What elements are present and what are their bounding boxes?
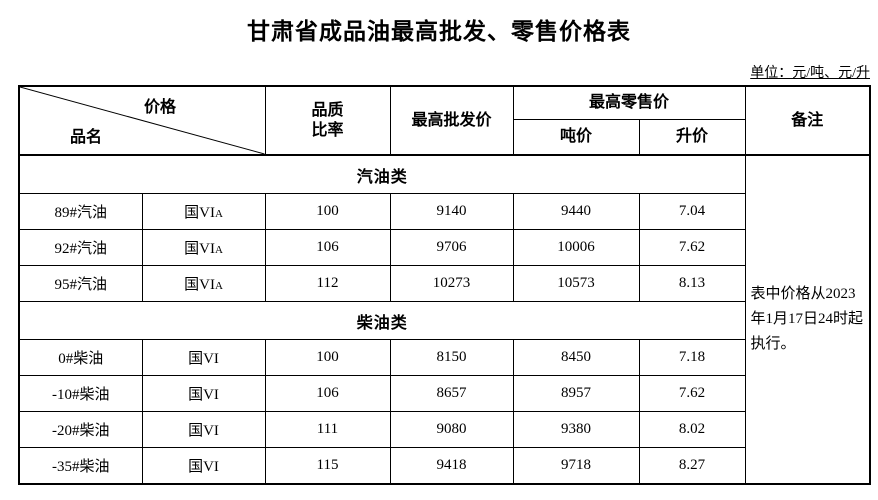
cell-product: 0#柴油: [18, 339, 143, 376]
table-row: -20#柴油 国VI 111 9080 9380 8.02: [18, 411, 870, 448]
cell-product: 92#汽油: [18, 229, 143, 266]
cell-wholesale: 10273: [389, 265, 514, 302]
cell-wholesale: 9140: [389, 193, 514, 230]
header-max-wholesale: 最高批发价: [389, 85, 514, 156]
cell-standard: 国VIA: [141, 193, 266, 230]
standard-suffix: A: [214, 208, 223, 220]
table-row: 89#汽油 国VIA 100 9140 9440 7.04: [18, 193, 870, 230]
page-title: 甘肃省成品油最高批发、零售价格表: [247, 19, 631, 44]
cell-wholesale: 9080: [389, 411, 514, 448]
header-liter-price: 升价: [638, 119, 746, 156]
cell-liter-price: 7.62: [638, 229, 746, 266]
cell-standard: 国VI: [141, 411, 266, 448]
cell-wholesale: 8657: [389, 375, 514, 412]
cell-product: -35#柴油: [18, 447, 143, 485]
cell-ton-price: 9440: [512, 193, 640, 230]
standard-base: 国VI: [184, 205, 215, 221]
cell-liter-price: 8.02: [638, 411, 746, 448]
corner-cell: 价格 品名: [18, 85, 266, 156]
table-row: 92#汽油 国VIA 106 9706 10006 7.62: [18, 229, 870, 266]
cell-ratio: 106: [264, 229, 391, 266]
standard-base: 国VI: [188, 387, 219, 403]
cell-wholesale: 9418: [389, 447, 514, 485]
table-row: -35#柴油 国VI 115 9418 9718 8.27: [18, 447, 870, 485]
cell-ton-price: 8450: [512, 339, 640, 376]
header-quality-ratio: 品质 比率: [264, 85, 391, 156]
cell-standard: 国VIA: [141, 265, 266, 302]
unit-note: 单位：元/吨、元/升: [750, 66, 870, 81]
cell-wholesale: 8150: [389, 339, 514, 376]
table-row: -10#柴油 国VI 106 8657 8957 7.62: [18, 375, 870, 412]
cell-ton-price: 10006: [512, 229, 640, 266]
standard-suffix: A: [214, 244, 223, 256]
section-label: 汽油类: [18, 154, 746, 194]
cell-ton-price: 9718: [512, 447, 640, 485]
cell-ton-price: 10573: [512, 265, 640, 302]
standard-base: 国VI: [188, 351, 219, 367]
corner-label-price: 价格: [144, 99, 177, 116]
cell-wholesale: 9706: [389, 229, 514, 266]
cell-ratio: 106: [264, 375, 391, 412]
corner-label-product: 品名: [70, 129, 103, 146]
header-row-top: 价格 品名 品质 比率 最高批发价 最高零售价 备注: [18, 85, 871, 156]
cell-ratio: 100: [264, 193, 391, 230]
table-row: 0#柴油 国VI 100 8150 8450 7.18: [18, 339, 870, 376]
standard-base: 国VI: [188, 423, 219, 439]
cell-standard: 国VI: [141, 447, 266, 485]
cell-ratio: 112: [264, 265, 391, 302]
cell-ratio: 100: [264, 339, 391, 376]
cell-ratio: 111: [264, 411, 391, 448]
header-remark: 备注: [744, 85, 871, 156]
cell-product: -20#柴油: [18, 411, 143, 448]
section-header-diesel: 柴油类: [18, 301, 870, 340]
section-label: 柴油类: [18, 301, 746, 340]
remark-cell: 表中价格从2023年1月17日24时起执行。: [744, 154, 871, 485]
remark-text: 表中价格从2023年1月17日24时起执行。: [750, 286, 864, 352]
cell-liter-price: 7.62: [638, 375, 746, 412]
header-row-sub: 吨价 升价: [19, 119, 870, 156]
standard-base: 国VI: [184, 277, 215, 293]
cell-liter-price: 8.27: [638, 447, 746, 485]
cell-ton-price: 9380: [512, 411, 640, 448]
cell-product: -10#柴油: [18, 375, 143, 412]
standard-suffix: A: [214, 280, 223, 292]
cell-product: 95#汽油: [18, 265, 143, 302]
header-max-retail: 最高零售价: [512, 85, 746, 120]
cell-standard: 国VI: [141, 375, 266, 412]
standard-base: 国VI: [188, 459, 219, 475]
cell-standard: 国VIA: [141, 229, 266, 266]
header-ton-price: 吨价: [512, 119, 640, 156]
diagonal-divider-line: [20, 87, 265, 154]
cell-product: 89#汽油: [18, 193, 143, 230]
cell-liter-price: 7.18: [638, 339, 746, 376]
cell-ton-price: 8957: [512, 375, 640, 412]
standard-base: 国VI: [184, 241, 215, 257]
cell-standard: 国VI: [141, 339, 266, 376]
cell-ratio: 115: [264, 447, 391, 485]
cell-liter-price: 7.04: [638, 193, 746, 230]
section-header-gasoline: 汽油类 表中价格从2023年1月17日24时起执行。: [18, 154, 871, 485]
cell-liter-price: 8.13: [638, 265, 746, 302]
table-row: 95#汽油 国VIA 112 10273 10573 8.13: [18, 265, 870, 302]
price-table: 价格 品名 品质 比率 最高批发价 最高零售价 备注 吨价 升价 汽油类 表中价…: [18, 85, 872, 485]
